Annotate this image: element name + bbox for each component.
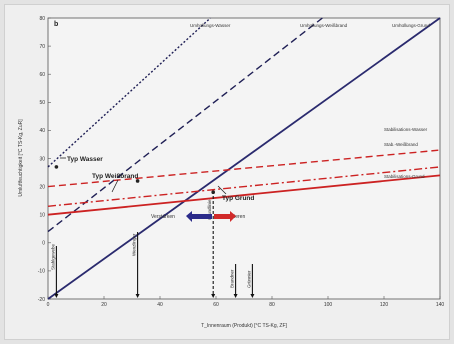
y-tick-label: 50 bbox=[39, 100, 45, 106]
marker-arrowhead-4 bbox=[233, 294, 238, 298]
point-typ-wasser bbox=[54, 165, 59, 169]
marker-label-4: Brandner bbox=[230, 269, 235, 288]
series-line-6 bbox=[47, 174, 441, 216]
y-tick-label: 0 bbox=[42, 241, 45, 247]
x-tick-label: 20 bbox=[101, 302, 107, 308]
x-tick-label: 120 bbox=[380, 302, 389, 308]
x-tick-label: 0 bbox=[47, 302, 50, 308]
marker-arrowhead-5 bbox=[250, 294, 255, 298]
label-typ-weissbrand: Typ Weißbrand bbox=[92, 173, 138, 180]
y-tick-label: 10 bbox=[39, 213, 45, 219]
y-tick-label: 60 bbox=[39, 72, 45, 78]
arrow-right-red bbox=[214, 211, 236, 222]
series-label-6: Stabilisations-Grund bbox=[384, 174, 425, 179]
series-label-4: Stabilisations-Wasser bbox=[384, 127, 428, 132]
leader-typ-weissbrand bbox=[111, 179, 119, 193]
arrow-left-blue bbox=[186, 211, 212, 222]
marker-arrowhead-3 bbox=[211, 294, 216, 298]
y-tick-label: 80 bbox=[39, 16, 45, 22]
x-tick-label: 40 bbox=[157, 302, 163, 308]
y-axis-title: Umluftfeuchtigkeit [°C TS-Kg, ZuR] bbox=[18, 119, 24, 197]
series-line-1 bbox=[47, 17, 211, 168]
y-tick-label: -20 bbox=[38, 297, 45, 303]
series-label-5: Stab.-Weißbrand bbox=[384, 142, 418, 147]
series-line-3 bbox=[47, 17, 441, 300]
label-typ-grund: Typ Grund bbox=[222, 195, 254, 202]
label-typ-wasser: Typ Wasser bbox=[67, 156, 103, 163]
panel-label: b bbox=[54, 21, 58, 28]
point-typ-grund bbox=[211, 190, 215, 195]
series-label-2: Umhüllungs-Weißbrand bbox=[300, 23, 348, 28]
marker-label-1: Stahlgewebe bbox=[50, 243, 55, 270]
x-axis-title: T_Innenraum (Produkt) [°C TS-Kg, ZF] bbox=[201, 323, 287, 329]
series-line-5 bbox=[47, 166, 441, 207]
series-line-2 bbox=[47, 17, 323, 233]
x-tick-label: 140 bbox=[436, 302, 445, 308]
x-tick-label: 80 bbox=[269, 302, 275, 308]
marker-arrowhead-2 bbox=[135, 294, 140, 298]
point-typ-weissbrand bbox=[135, 179, 140, 183]
marker-label-5: Grünnier bbox=[246, 270, 251, 288]
y-tick-label: -10 bbox=[38, 269, 45, 275]
x-tick-label: 60 bbox=[213, 302, 219, 308]
y-tick-label: 30 bbox=[39, 156, 45, 162]
y-tick-label: 20 bbox=[39, 184, 45, 190]
y-tick-label: 70 bbox=[39, 44, 45, 50]
y-tick-label: 40 bbox=[39, 128, 45, 134]
marker-label-2: Wenzlinger bbox=[132, 233, 137, 256]
x-tick-label: 100 bbox=[324, 302, 333, 308]
marker-arrowhead-1 bbox=[54, 294, 59, 298]
marker-label-3: Grundlinie bbox=[207, 199, 212, 220]
series-label-3: Umhüllungs-Grund bbox=[392, 23, 430, 28]
arrow-label-verstaerken: Verstärken bbox=[151, 214, 175, 220]
series-label-1: Umhüllungs-Wasser bbox=[190, 23, 231, 28]
leader-typ-grund bbox=[217, 185, 227, 195]
